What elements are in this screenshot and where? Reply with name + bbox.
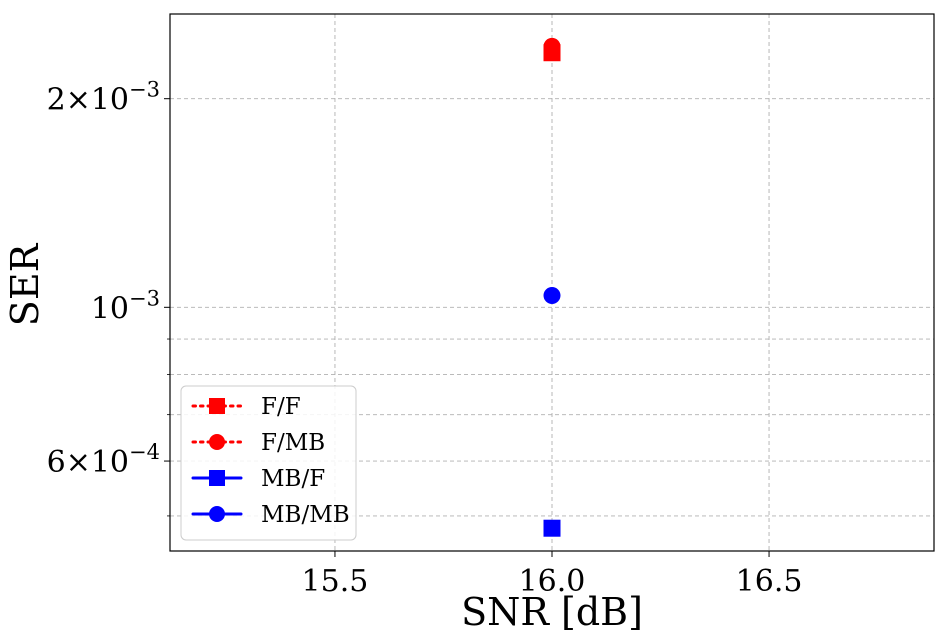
data-point-mb-f [543,519,561,537]
x-tick-label: 15.5 [302,564,369,599]
legend-label: MB/MB [261,502,350,528]
axis-ticks: 15.5 16.0 16.5 2×10−3 10−3 6×10−4 [47,78,803,599]
data-series [543,37,561,537]
legend-marker [209,470,225,486]
y-axis-label: SER [3,242,47,326]
legend: F/F F/MB MB/F MB/MB [180,385,357,541]
legend-marker [209,506,225,522]
y-tick-label: 6×10−4 [47,440,160,480]
y-tick-label: 10−3 [91,286,160,326]
legend-marker [209,434,225,450]
legend-label: MB/F [261,466,325,492]
plot-frame [169,13,935,552]
x-tick-label: 16.5 [736,564,803,599]
data-point-mb-mb [543,287,561,305]
y-tick-label: 2×10−3 [47,78,160,118]
data-point-f-mb [543,37,561,55]
x-tick-label: 16.0 [519,564,586,599]
legend-box [180,385,357,541]
legend-marker [209,398,225,414]
x-axis-label: SNR [dB] [461,590,643,634]
legend-label: F/MB [261,430,325,456]
legend-label: F/F [261,394,301,420]
